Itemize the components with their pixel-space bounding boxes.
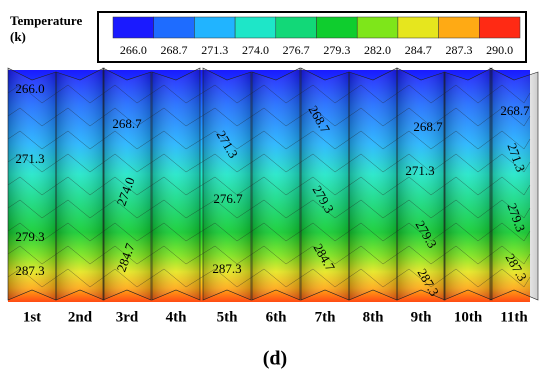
fin-label: 5th bbox=[217, 309, 238, 325]
caption: (d) bbox=[263, 348, 287, 370]
contour-label: 268.7 bbox=[112, 116, 142, 131]
contour-line bbox=[7, 84, 531, 104]
legend-level: 274.0 bbox=[242, 43, 269, 57]
fin-label: 11th bbox=[500, 309, 528, 325]
legend-level: 279.3 bbox=[323, 43, 350, 57]
fin-shade bbox=[102, 67, 152, 301]
fin-label: 8th bbox=[363, 309, 384, 325]
contour-label: 268.7 bbox=[413, 119, 443, 134]
fin-shade bbox=[396, 67, 446, 301]
color-swatch bbox=[194, 16, 236, 39]
contour-line bbox=[7, 107, 531, 127]
color-swatch bbox=[153, 16, 195, 39]
contour-line bbox=[7, 130, 531, 150]
fin-label: 9th bbox=[411, 309, 432, 325]
fin-label: 3rd bbox=[116, 309, 139, 325]
fin-label: 7th bbox=[315, 309, 336, 325]
color-swatch bbox=[356, 16, 399, 39]
fin-shade bbox=[251, 67, 301, 301]
fin-label: 10th bbox=[454, 309, 483, 325]
color-swatch bbox=[397, 16, 439, 39]
fin-shade bbox=[489, 67, 539, 301]
contour-line bbox=[7, 199, 531, 219]
contour-label: 287.3 bbox=[15, 263, 44, 278]
contour-label: 271.3 bbox=[15, 151, 44, 166]
contour-label: 276.7 bbox=[213, 191, 243, 206]
color-swatch bbox=[438, 16, 480, 39]
legend-level: 271.3 bbox=[201, 43, 228, 57]
legend-level: 282.0 bbox=[364, 43, 391, 57]
legend-level: 276.7 bbox=[283, 43, 310, 57]
legend-level: 287.3 bbox=[445, 43, 472, 57]
legend-level: 266.0 bbox=[120, 43, 147, 57]
color-swatch bbox=[479, 16, 521, 39]
contour-label: 287.3 bbox=[212, 261, 241, 276]
fin-shade bbox=[443, 67, 493, 301]
legend-level: 284.7 bbox=[405, 43, 432, 57]
color-swatch bbox=[316, 16, 358, 39]
contour-line bbox=[7, 245, 531, 265]
fin-label: 1st bbox=[23, 309, 41, 325]
contour-label: 268.7 bbox=[500, 103, 530, 118]
fin-shade bbox=[55, 67, 105, 301]
color-swatch bbox=[275, 16, 317, 39]
fin-shade bbox=[202, 67, 252, 301]
fin-label: 4th bbox=[166, 309, 187, 325]
legend-level: 268.7 bbox=[161, 43, 188, 57]
fin-label: 6th bbox=[266, 309, 287, 325]
legend-unit: (k) bbox=[10, 29, 26, 44]
contour-label: 266.0 bbox=[15, 81, 44, 96]
fin-shade bbox=[348, 67, 398, 301]
color-swatch bbox=[112, 16, 154, 39]
color-swatch bbox=[234, 16, 277, 39]
fin-label: 2nd bbox=[68, 309, 93, 325]
fin-shade bbox=[151, 67, 201, 301]
contour-line bbox=[7, 268, 531, 288]
contour-label: 271.3 bbox=[405, 163, 434, 178]
contour-label: 279.3 bbox=[15, 229, 44, 244]
legend-title: Temperature bbox=[10, 13, 82, 28]
contour-line bbox=[7, 176, 531, 196]
contour-line bbox=[7, 222, 531, 242]
contour-line bbox=[7, 153, 531, 173]
legend-level: 290.0 bbox=[486, 43, 513, 57]
